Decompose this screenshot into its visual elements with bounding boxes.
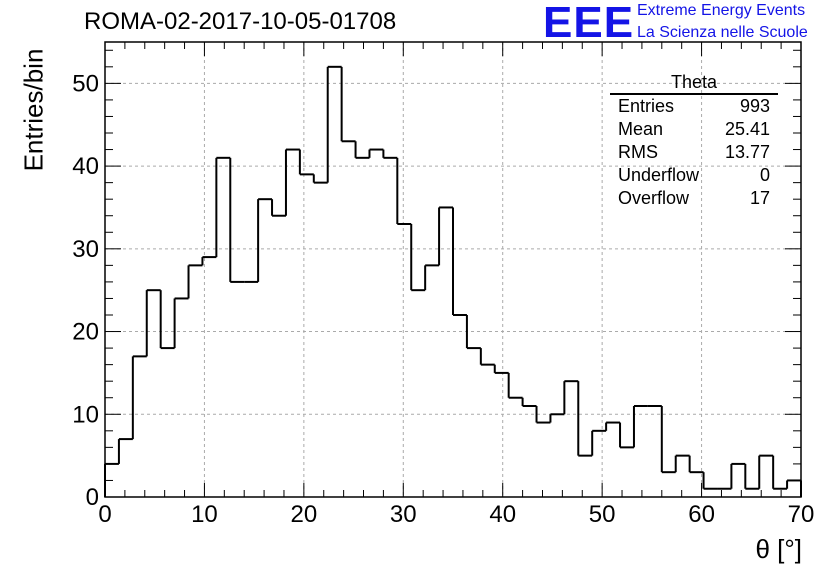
stats-title: Theta <box>610 72 778 95</box>
stats-value: 17 <box>749 188 770 208</box>
x-tick-label: 20 <box>291 501 318 528</box>
stats-row-mean: Mean 25.41 <box>610 118 778 141</box>
stats-value: 993 <box>739 96 770 116</box>
stats-value: 25.41 <box>724 119 770 139</box>
x-tick-label: 60 <box>688 501 715 528</box>
stats-box: Theta Entries 993 Mean 25.41 RMS 13.77 U… <box>610 72 778 210</box>
x-tick-label: 40 <box>489 501 516 528</box>
logo-line-1: Extreme Energy Events <box>637 2 806 19</box>
stats-label: Underflow <box>618 165 700 185</box>
eee-logo: EEE <box>543 0 635 47</box>
x-axis-label: θ [°] <box>755 534 802 564</box>
y-axis-label: Entries/bin <box>18 48 49 172</box>
x-tick-label: 50 <box>589 501 616 528</box>
y-tick-label: 0 <box>86 484 99 511</box>
x-tick-label: 10 <box>191 501 218 528</box>
y-tick-label: 40 <box>72 153 99 180</box>
x-tick-label: 30 <box>390 501 417 528</box>
x-tick-label: 70 <box>788 501 815 528</box>
stats-label: Mean <box>618 119 664 139</box>
x-tick-label: 0 <box>98 501 111 528</box>
stats-row-overflow: Overflow 17 <box>610 187 778 210</box>
y-tick-label: 30 <box>72 236 99 263</box>
chart-title: ROMA-02-2017-10-05-01708 <box>84 8 397 35</box>
logo-line-2: La Scienza nelle Scuole <box>637 24 808 41</box>
stats-label: RMS <box>618 142 658 162</box>
y-tick-label: 10 <box>72 401 99 428</box>
stats-row-entries: Entries 993 <box>610 95 778 118</box>
y-tick-label: 50 <box>72 70 99 97</box>
stats-value: 0 <box>759 165 770 185</box>
stats-value: 13.77 <box>724 142 770 162</box>
stats-label: Overflow <box>618 188 690 208</box>
stats-label: Entries <box>618 96 675 116</box>
stats-row-underflow: Underflow 0 <box>610 164 778 187</box>
plot-frame <box>104 41 802 498</box>
stats-row-rms: RMS 13.77 <box>610 141 778 164</box>
y-tick-label: 20 <box>72 319 99 346</box>
